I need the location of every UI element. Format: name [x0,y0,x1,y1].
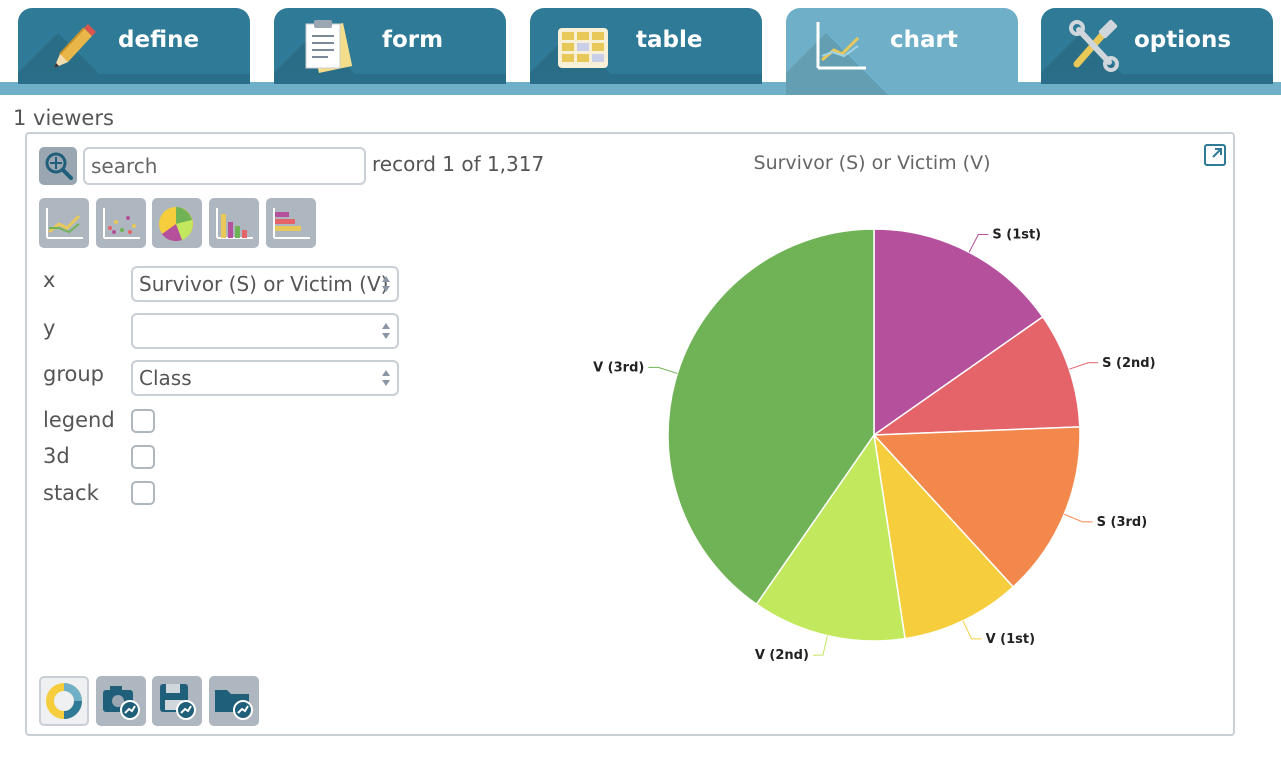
save-chart-button[interactable] [152,676,202,726]
legend-checkbox[interactable] [131,409,155,433]
pie-slice[interactable] [872,432,1015,640]
pie-chart: S (1st) S (2nd) S (3rd) V (1st) V (2nd) V (3r… [593,228,1155,664]
open-chart-button[interactable] [209,676,259,726]
3d-label: 3d [43,444,70,468]
select-arrows-icon [382,276,390,292]
tools-icon [1069,19,1119,72]
stack-checkbox[interactable] [131,481,155,505]
legend-label: legend [43,408,115,432]
chart-title: Survivor (S) or Victim (V) [753,152,991,174]
horizontal-bar-chart-icon [273,208,310,239]
pie-slice-label: S (2nd) [1102,356,1155,371]
select-arrows-icon [382,370,390,386]
pie-slice[interactable] [667,228,875,606]
x-label: x [43,268,56,292]
tab-chart[interactable]: chart [786,8,1018,95]
pie-slice[interactable] [873,228,1044,437]
search-icon [45,152,73,180]
scatter-chart-icon [103,208,140,239]
pencil-icon [54,24,96,68]
chart-icon [816,22,866,70]
tab-bar: define form table [0,0,1281,95]
stack-label: stack [43,481,99,505]
tab-chart-label: chart [890,27,958,53]
pie-chart-icon [159,207,193,242]
tab-options-label: options [1134,27,1232,53]
pie-chart-button[interactable] [152,198,202,248]
x-select-value: Survivor (S) or Victim (V) [139,272,389,296]
pie-label-connector [812,635,828,656]
chart-panel: record 1 of 1,317 [25,132,1235,736]
scatter-chart-button[interactable] [96,198,146,248]
pie-slice[interactable] [755,433,906,642]
search-input[interactable] [83,147,366,185]
select-arrows-icon [382,323,390,339]
table-icon [558,28,608,68]
expand-icon[interactable] [1203,143,1227,167]
pie-label-connector [968,234,989,253]
horizontal-bar-chart-button[interactable] [266,198,316,248]
x-select[interactable]: Survivor (S) or Victim (V) [131,266,399,302]
donut-button[interactable] [39,676,89,726]
tab-form-label: form [382,27,444,53]
tab-define-label: define [118,27,200,53]
tab-define[interactable]: define [18,8,250,84]
group-select-value: Class [139,366,192,390]
camera-icon [103,686,140,720]
pie-label-connector [962,620,982,640]
form-icon [305,20,353,74]
folder-icon [215,690,253,720]
donut-icon [46,683,82,719]
group-label: group [43,362,104,386]
pie-slice-label: V (1st) [986,632,1035,647]
pie-label-connector [1063,513,1093,523]
tab-table[interactable]: table [530,8,762,84]
viewers-count: 1 viewers [13,106,114,130]
pie-slice-label: S (1st) [992,228,1041,243]
3d-checkbox[interactable] [131,445,155,469]
pie-label-connector [1069,362,1099,370]
group-select[interactable]: Class [131,360,399,396]
bar-chart-icon [216,208,253,239]
y-label: y [43,316,56,340]
tab-form[interactable]: form [274,8,506,84]
bar-chart-button[interactable] [209,198,259,248]
tab-table-label: table [636,27,703,53]
save-icon [160,684,196,720]
pie-slice-label: V (2nd) [755,648,809,663]
record-counter: record 1 of 1,317 [372,152,545,176]
pie-slice[interactable] [872,426,1081,588]
pie-slice-label: V (3rd) [593,360,644,375]
line-chart-button[interactable] [39,198,89,248]
search-button[interactable] [39,147,77,185]
y-select[interactable] [131,313,399,349]
snapshot-button[interactable] [96,676,146,726]
pie-slice-label: S (3rd) [1097,515,1148,530]
tab-options[interactable]: options [1041,8,1273,84]
pie-label-connector [648,366,678,374]
line-chart-icon [46,208,83,239]
